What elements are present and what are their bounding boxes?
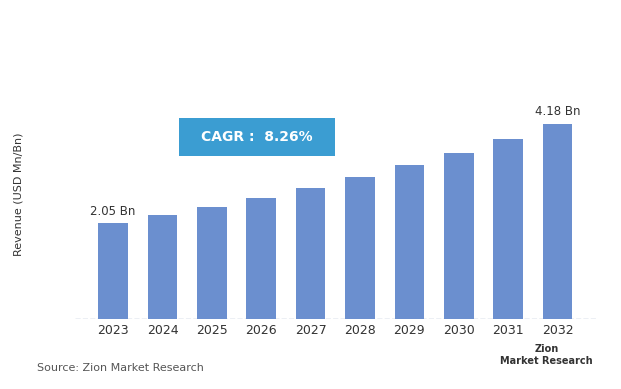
Bar — [345, 177, 375, 319]
Text: Revenue (USD Mn/Bn): Revenue (USD Mn/Bn) — [14, 133, 24, 256]
Bar — [296, 188, 325, 319]
Bar — [444, 153, 474, 319]
Text: Global Transformer Oil Market,: Global Transformer Oil Market, — [141, 26, 480, 44]
Bar — [543, 124, 573, 319]
Text: CAGR :  8.26%: CAGR : 8.26% — [201, 130, 313, 144]
Bar — [394, 165, 424, 319]
Text: Zion
Market Research: Zion Market Research — [500, 344, 593, 366]
Text: Source: Zion Market Research: Source: Zion Market Research — [37, 363, 204, 373]
Text: 4.18 Bn: 4.18 Bn — [535, 105, 581, 118]
Text: 2024-2032 (USD Billion): 2024-2032 (USD Billion) — [90, 26, 531, 44]
Text: 2.05 Bn: 2.05 Bn — [91, 205, 136, 218]
Bar — [148, 216, 177, 319]
Bar — [247, 198, 276, 319]
Bar — [494, 139, 523, 319]
FancyBboxPatch shape — [179, 118, 335, 156]
Bar — [98, 223, 128, 319]
Bar — [197, 207, 227, 319]
